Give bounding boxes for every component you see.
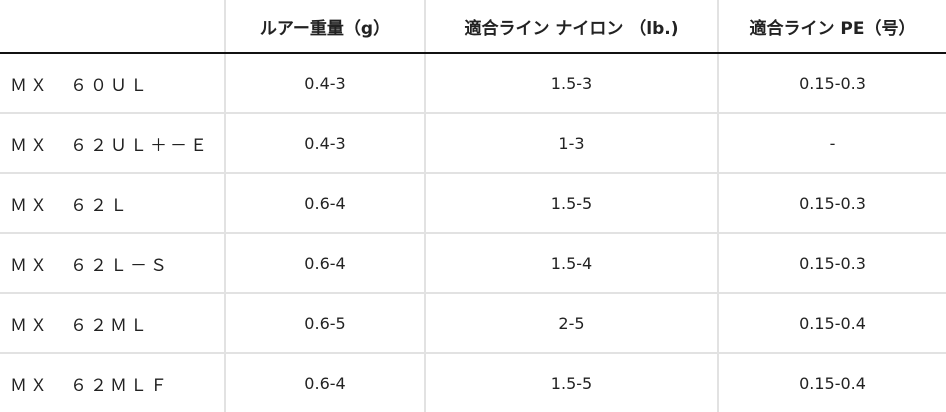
line-pe: 0.15-0.4 bbox=[717, 292, 946, 353]
table-row: ＭＸ ６２ＭＬ 0.6-5 2-5 0.15-0.4 bbox=[0, 292, 946, 353]
table-row: ＭＸ ６２Ｌ－Ｓ 0.6-4 1.5-4 0.15-0.3 bbox=[0, 232, 946, 293]
lure-weight: 0.6-4 bbox=[224, 352, 425, 412]
table-row: ＭＸ ６０ＵＬ 0.4-3 1.5-3 0.15-0.3 bbox=[0, 53, 946, 113]
line-pe: 0.15-0.3 bbox=[717, 53, 946, 113]
model-name: ＭＸ ６２ＭＬ bbox=[0, 292, 225, 353]
header-line-pe: 適合ライン PE（号） bbox=[717, 0, 946, 54]
line-pe: 0.15-0.4 bbox=[717, 352, 946, 412]
header-row: ルアー重量（g） 適合ライン ナイロン （lb.) 適合ライン PE（号） bbox=[0, 0, 946, 54]
line-nylon: 1.5-5 bbox=[424, 352, 718, 412]
lure-weight: 0.6-4 bbox=[224, 232, 425, 293]
line-pe: 0.15-0.3 bbox=[717, 232, 946, 293]
lure-weight: 0.4-3 bbox=[224, 53, 425, 113]
line-nylon: 1.5-3 bbox=[424, 53, 718, 113]
table-row: ＭＸ ６２Ｌ 0.6-4 1.5-5 0.15-0.3 bbox=[0, 172, 946, 233]
header-line-nylon: 適合ライン ナイロン （lb.) bbox=[424, 0, 718, 54]
model-name: ＭＸ ６２ＵＬ＋－Ｅ bbox=[0, 112, 225, 173]
lure-weight: 0.4-3 bbox=[224, 112, 425, 173]
model-name: ＭＸ ６０ＵＬ bbox=[10, 75, 150, 96]
lure-weight: 0.6-4 bbox=[224, 172, 425, 233]
line-nylon: 1.5-5 bbox=[424, 172, 718, 233]
model-name: ＭＸ ６２Ｌ－Ｓ bbox=[0, 232, 225, 293]
line-nylon: 2-5 bbox=[424, 292, 718, 353]
lure-weight: 0.6-5 bbox=[224, 292, 425, 353]
model-name: ＭＸ ６２Ｌ bbox=[0, 172, 225, 233]
table-row: ＭＸ ６２ＭＬＦ 0.6-4 1.5-5 0.15-0.4 bbox=[0, 352, 946, 412]
header-lure-weight: ルアー重量（g） bbox=[224, 0, 425, 54]
table-row: ＭＸ ６２ＵＬ＋－Ｅ 0.4-3 1-3- bbox=[0, 112, 946, 173]
line-pe: - bbox=[717, 112, 946, 173]
line-pe: 0.15-0.3 bbox=[717, 172, 946, 233]
header-model bbox=[0, 0, 225, 54]
line-nylon: 1-3 bbox=[424, 112, 718, 173]
line-nylon: 1.5-4 bbox=[424, 232, 718, 293]
model-name: ＭＸ ６２ＭＬＦ bbox=[0, 352, 225, 412]
